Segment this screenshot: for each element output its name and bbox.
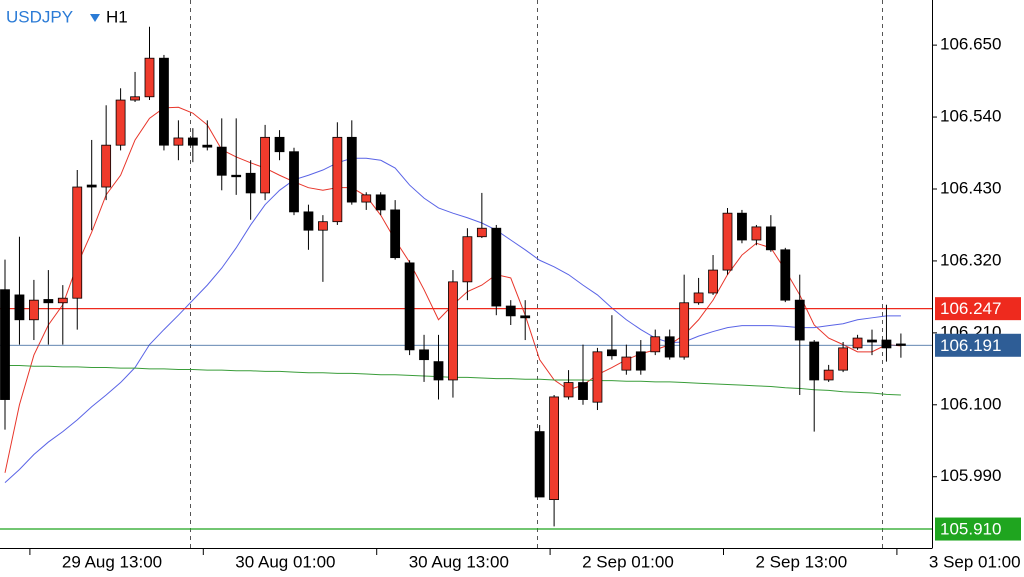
candle-body bbox=[578, 382, 588, 400]
candle-body bbox=[476, 227, 487, 238]
x-tick-label: 3 Sep 01:00 bbox=[929, 552, 1021, 571]
symbol[interactable]: USDJPY bbox=[6, 7, 73, 26]
candle-body bbox=[751, 226, 762, 241]
candle-body bbox=[823, 369, 834, 381]
candle-body bbox=[708, 269, 718, 294]
price-label-box bbox=[935, 297, 1021, 321]
candle-body bbox=[289, 151, 299, 213]
candle-body bbox=[650, 336, 661, 353]
candle-body bbox=[72, 186, 83, 299]
price-label-box bbox=[935, 333, 1021, 357]
candle-body bbox=[780, 249, 791, 301]
candle-body bbox=[332, 136, 343, 223]
x-tick-label: 2 Sep 01:00 bbox=[582, 552, 674, 571]
candle-body bbox=[173, 137, 184, 146]
candle-body bbox=[592, 351, 603, 403]
price-label-box bbox=[935, 517, 1021, 541]
candle-body bbox=[245, 172, 256, 194]
candle-body bbox=[491, 227, 502, 307]
candle-body bbox=[303, 211, 314, 231]
candle-body bbox=[607, 349, 617, 357]
axes: 105.990106.100106.210106.320106.430106.5… bbox=[29, 35, 1021, 571]
y-tick-label: 106.540 bbox=[940, 107, 1001, 126]
x-tick-label: 29 Aug 13:00 bbox=[62, 552, 162, 571]
candle-body bbox=[448, 281, 458, 381]
candle-body bbox=[896, 343, 906, 346]
candle-body bbox=[505, 305, 516, 317]
candle-body bbox=[765, 226, 776, 251]
x-tick-label: 30 Aug 01:00 bbox=[235, 552, 335, 571]
candle-body bbox=[231, 174, 242, 178]
candle-body bbox=[621, 356, 632, 371]
candle-body bbox=[794, 299, 805, 341]
candle-body bbox=[679, 302, 690, 358]
candle-body bbox=[563, 382, 574, 398]
candle-body bbox=[635, 351, 646, 371]
price-label: 105.910 bbox=[940, 520, 1001, 539]
candle-body bbox=[390, 209, 401, 259]
candle-body bbox=[115, 99, 126, 146]
candle-body bbox=[216, 146, 227, 176]
candle-body bbox=[317, 221, 328, 231]
candle-body bbox=[852, 337, 863, 349]
candle-body bbox=[549, 396, 559, 501]
chart-header: USDJPY H1 bbox=[6, 7, 128, 26]
y-tick-label: 106.100 bbox=[940, 394, 1001, 413]
candle-body bbox=[867, 339, 877, 343]
candle-body bbox=[86, 184, 97, 188]
candle-body bbox=[419, 349, 429, 361]
candle-body bbox=[809, 341, 820, 381]
price-label: 106.247 bbox=[940, 299, 1001, 318]
candle-body bbox=[722, 212, 733, 271]
candle-body bbox=[28, 299, 39, 321]
y-tick-label: 105.990 bbox=[940, 466, 1001, 485]
candle-body bbox=[274, 136, 285, 153]
candle-body bbox=[101, 144, 112, 188]
candle-body bbox=[57, 297, 68, 304]
candle-body bbox=[187, 137, 198, 146]
candle-body bbox=[737, 212, 747, 241]
x-tick-label: 2 Sep 13:00 bbox=[756, 552, 848, 571]
y-tick-label: 106.430 bbox=[940, 178, 1001, 197]
candle-body bbox=[14, 294, 25, 321]
candle-body bbox=[375, 194, 386, 211]
timeframe[interactable]: H1 bbox=[106, 7, 128, 26]
candle-body bbox=[144, 57, 155, 98]
candle-body bbox=[838, 347, 848, 371]
dropdown-icon[interactable] bbox=[90, 14, 100, 22]
y-tick-label: 106.650 bbox=[940, 35, 1001, 54]
candle-body bbox=[260, 136, 271, 194]
x-tick-label: 30 Aug 13:00 bbox=[409, 552, 509, 571]
price-label: 106.191 bbox=[940, 336, 1001, 355]
candle-body bbox=[361, 194, 372, 203]
candle-body bbox=[43, 299, 54, 304]
candle-body bbox=[404, 262, 415, 351]
y-tick-label: 106.320 bbox=[940, 250, 1001, 269]
candle-body bbox=[534, 431, 545, 498]
moving-average-line bbox=[4, 157, 901, 483]
candle-body bbox=[346, 136, 357, 203]
candle-body bbox=[462, 236, 473, 283]
candle-body bbox=[433, 361, 444, 381]
candle-body bbox=[881, 339, 892, 349]
candle-body bbox=[130, 96, 140, 101]
plot bbox=[0, 26, 932, 530]
candle-body bbox=[693, 292, 704, 304]
candle-body bbox=[202, 144, 213, 148]
candle-body bbox=[520, 315, 531, 319]
candle-body bbox=[159, 57, 169, 146]
candle-body bbox=[664, 336, 675, 358]
candle-body bbox=[0, 289, 10, 400]
